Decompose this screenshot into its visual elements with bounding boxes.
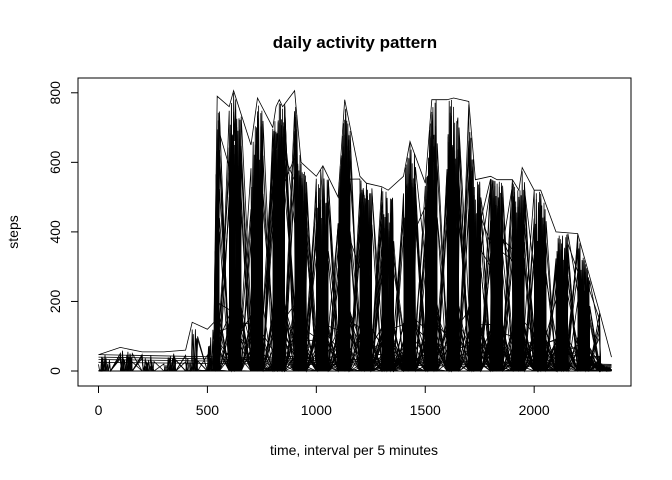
x-tick-label: 1500 [410,402,441,418]
y-axis: 0 200 400 600 800 [47,81,79,375]
x-tick-label: 1000 [301,402,332,418]
y-axis-label: steps [5,215,21,248]
series-layer [98,89,612,373]
x-tick-label: 2000 [519,402,550,418]
series-line [98,356,612,366]
x-tick-label: 500 [196,402,220,418]
series-line [98,89,612,358]
y-tick-label: 400 [47,220,63,244]
series-line [98,359,612,367]
x-axis: 0 500 1000 1500 2000 [95,385,550,418]
x-tick-label: 0 [95,402,103,418]
chart-title: daily activity pattern [273,33,437,52]
y-tick-label: 800 [47,81,63,105]
series-line [98,121,612,373]
y-tick-label: 200 [47,290,63,314]
series-line [98,354,612,365]
x-axis-label: time, interval per 5 minutes [270,442,438,458]
y-tick-label: 600 [47,150,63,174]
y-tick-label: 0 [47,367,63,375]
series-line [98,361,612,368]
